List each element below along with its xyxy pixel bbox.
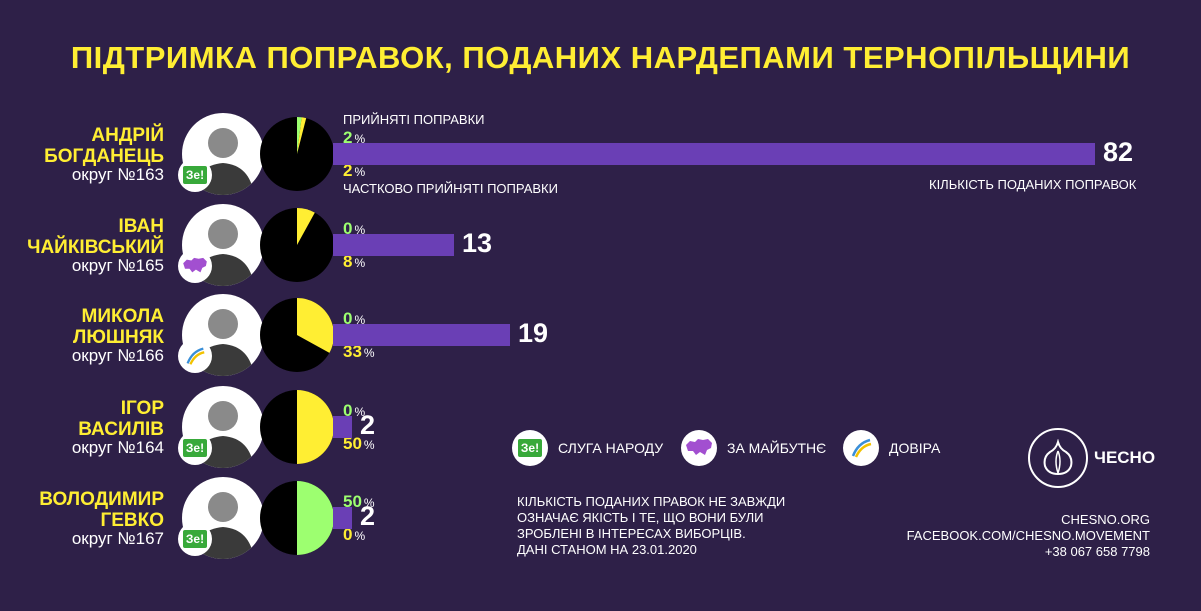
logo-text: ЧЕСНО <box>1094 448 1156 467</box>
amendments-value: 2 <box>360 501 376 531</box>
pie-accepted-slice <box>297 481 334 555</box>
amendments-bar <box>333 234 454 256</box>
deputy-name: АНДРІЙ БОГДАНЕЦЬ <box>44 125 164 167</box>
amendments-value: 19 <box>518 318 549 348</box>
pie-partial-slice <box>297 390 334 464</box>
partial-pct: 0% <box>343 525 366 544</box>
deputy-name: МИКОЛА ЛЮШНЯК <box>73 306 164 348</box>
garlic-icon <box>1028 428 1088 488</box>
ukraine-map-icon <box>681 430 717 466</box>
deputy-district: округ №164 <box>71 438 164 457</box>
deputy-name: ВОЛОДИМИР ГЕВКО <box>39 489 164 531</box>
accepted-pct: 50% <box>343 492 375 511</box>
partial-label: ЧАСТКОВО ПРИЙНЯТІ ПОПРАВКИ <box>343 181 558 196</box>
page-title: ПІДТРИМКА ПОПРАВОК, ПОДАНИХ НАРДЕПАМИ ТЕ… <box>70 40 1131 75</box>
amendments-bar <box>333 324 510 346</box>
disclaimer-note: КІЛЬКІСТЬ ПОДАНИХ ПРАВОК НЕ ЗАВЖДИ ОЗНАЧ… <box>517 494 786 557</box>
partial-pct: 33% <box>343 342 375 361</box>
deputy-name: ІВАН ЧАЙКІВСЬКИЙ <box>27 216 164 258</box>
dovira-icon <box>178 339 212 373</box>
support-pie <box>260 208 334 282</box>
pie-accepted-slice <box>297 117 302 154</box>
ze-badge-label: Зе! <box>181 165 209 185</box>
accepted-pct: 2% <box>343 128 366 147</box>
legend-label: ЗА МАЙБУТНЄ <box>727 440 827 456</box>
count-label: КІЛЬКІСТЬ ПОДАНИХ ПОПРАВОК <box>929 177 1137 192</box>
legend-item-maibutnie: ЗА МАЙБУТНЄ <box>681 430 826 466</box>
pie-partial-slice <box>297 117 307 154</box>
accepted-pct: 0% <box>343 219 366 238</box>
support-pie <box>260 117 334 191</box>
support-pie <box>260 298 334 372</box>
amendments-bar <box>333 143 1095 165</box>
chesno-logo: ЧЕСНО <box>1028 428 1155 488</box>
legend-label: СЛУГА НАРОДУ <box>558 440 664 456</box>
amendments-value: 13 <box>462 228 493 258</box>
pie-partial-slice <box>297 298 334 353</box>
contacts: CHESNO.ORG FACEBOOK.COM/CHESNO.MOVEMENT … <box>907 512 1150 560</box>
ukraine-map-icon <box>178 249 212 283</box>
pie-partial-slice <box>297 208 315 245</box>
deputy-district: округ №165 <box>71 256 164 275</box>
ze-badge-icon: Зе! <box>512 430 548 466</box>
accepted-pct: 0% <box>343 401 366 420</box>
legend-item-dovira: ДОВІРА <box>843 430 940 466</box>
deputy-district: округ №166 <box>71 346 164 365</box>
partial-pct: 50% <box>343 434 375 453</box>
legend-label: ДОВІРА <box>889 440 941 456</box>
site-link: CHESNO.ORG <box>1061 512 1150 527</box>
amendments-bar <box>333 507 352 529</box>
deputy-district: округ №163 <box>71 165 164 184</box>
phone-number: +38 067 658 7798 <box>1044 544 1150 559</box>
ze-badge-icon: Зе! <box>178 522 212 556</box>
ze-badge-label: Зе! <box>181 529 209 549</box>
dovira-icon <box>843 430 879 466</box>
ze-badge-icon: Зе! <box>178 431 212 465</box>
amendments-value: 2 <box>360 410 376 440</box>
ze-badge-label: Зе! <box>181 438 209 458</box>
accepted-label: ПРИЙНЯТІ ПОПРАВКИ <box>343 112 485 127</box>
support-pie <box>260 481 334 555</box>
amendments-bar <box>333 416 352 438</box>
legend-item-sluha: Зе! СЛУГА НАРОДУ <box>512 430 663 466</box>
accepted-pct: 0% <box>343 309 366 328</box>
ze-badge-icon: Зе! <box>178 158 212 192</box>
support-pie <box>260 390 334 464</box>
partial-pct: 2% <box>343 161 366 180</box>
deputy-name: ІГОР ВАСИЛІВ <box>78 398 164 440</box>
amendments-value: 82 <box>1103 137 1134 167</box>
deputy-district: округ №167 <box>71 529 164 548</box>
facebook-link: FACEBOOK.COM/CHESNO.MOVEMENT <box>906 528 1150 543</box>
partial-pct: 8% <box>343 252 366 271</box>
